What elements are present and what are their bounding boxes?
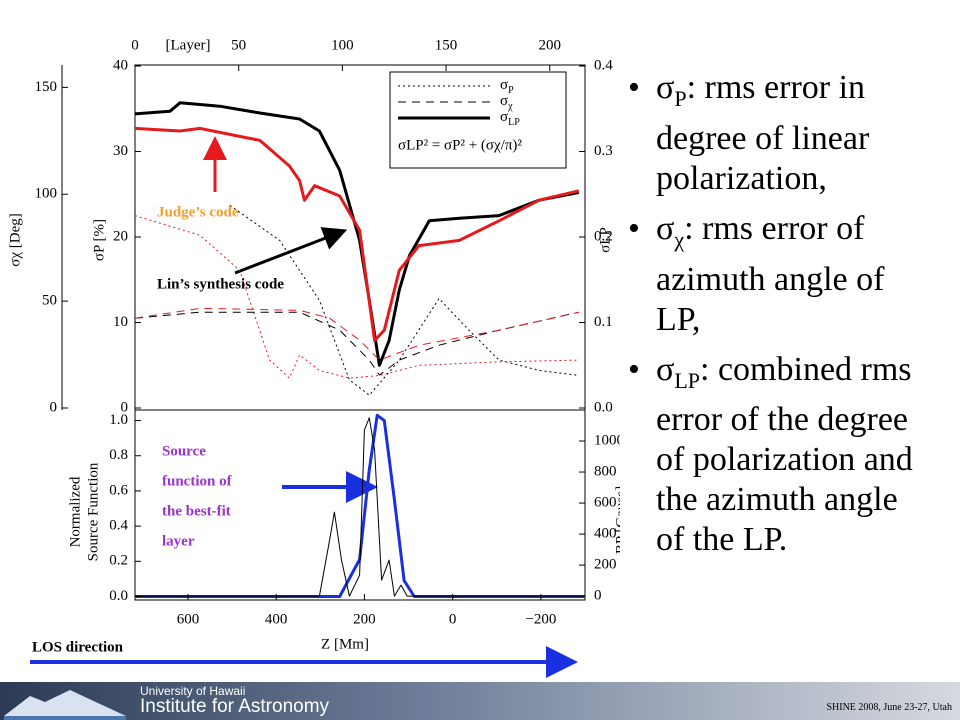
- y-tick-label: 0.0: [109, 588, 128, 604]
- annotation: layer: [162, 533, 195, 549]
- legend-subscript: P: [508, 85, 514, 96]
- legend-label: σLP: [500, 109, 520, 128]
- legend-label: σχ: [500, 93, 513, 112]
- y-tick-label: 0.6: [109, 482, 128, 498]
- y-tick-label: 0.2: [109, 553, 128, 569]
- y2-tick-label: 0.0: [594, 399, 613, 415]
- annotation: Lin’s synthesis code: [157, 276, 284, 292]
- bullet-text: : combined rms error of the degree of po…: [656, 350, 913, 559]
- x2-tick-label: 200: [538, 37, 561, 53]
- y2-tick-label: 800: [594, 463, 617, 479]
- legend-formula: σLP² = σP² + (σχ/π)²: [398, 137, 522, 153]
- bullet-subscript: P: [674, 85, 687, 111]
- data-line: [134, 311, 579, 376]
- direction-label: LOS direction: [32, 639, 124, 655]
- arrow: [234, 227, 348, 275]
- axis-title: [Layer]: [166, 37, 211, 53]
- x-tick-label: 0: [449, 611, 457, 627]
- annotation: the best-fit: [162, 503, 231, 519]
- y-tick-label: 10: [113, 314, 128, 330]
- bullet-symbol: σ: [656, 69, 675, 106]
- y2-tick-label: 200: [594, 557, 617, 573]
- axis-title: Z [Mm]: [321, 636, 369, 652]
- figure: 0 10 20 30 40 0.0 0.1 0.2 0.3 0.4 0 50 100 150 0 50 100 1…: [7, 37, 620, 678]
- bullet-subscript: LP: [674, 367, 701, 393]
- y-tick-label: 40: [113, 57, 128, 73]
- x-tick-label: 400: [265, 611, 288, 627]
- axis-title: Source Function: [85, 462, 101, 561]
- y-tick-label: 0.4: [109, 518, 128, 534]
- legend-label: σP: [500, 77, 514, 96]
- data-line: [134, 307, 579, 361]
- y2-tick-label: 0.4: [594, 57, 613, 73]
- bullet-subscript: χ: [674, 226, 685, 252]
- footer: University of Hawaii Institute for Astro…: [0, 682, 960, 720]
- event: SHINE 2008, June 23-27, Utah: [826, 702, 952, 713]
- y2-tick-label: 0.3: [594, 143, 613, 159]
- axis-title: σLP: [597, 227, 613, 253]
- y2-tick-label: 0: [594, 588, 602, 604]
- y3-tick-label: 100: [35, 186, 58, 202]
- data-line: [134, 215, 579, 379]
- legend-box: [389, 71, 567, 169]
- y2-tick-label: 600: [594, 494, 617, 510]
- y2-tick-label: 400: [594, 526, 617, 542]
- legend-symbol: σ: [500, 77, 508, 93]
- x-tick-label: −200: [525, 611, 556, 627]
- x2-tick-label: 50: [231, 37, 246, 53]
- data-line: [135, 417, 585, 597]
- annotation: Source: [162, 443, 206, 459]
- axis-title: BP [Gauss]: [613, 486, 620, 554]
- y2-tick-label: 1000: [594, 432, 620, 448]
- x-tick-label: 200: [353, 611, 376, 627]
- data-line: [229, 204, 579, 396]
- axis-title: Normalized: [67, 476, 83, 547]
- y2-tick-label: 0.1: [594, 314, 613, 330]
- bullet: σχ: rms error of azimuth angle of LP,: [628, 209, 928, 340]
- data-line: [134, 126, 580, 342]
- legend-symbol: σ: [500, 109, 508, 125]
- university: University of Hawaii: [140, 684, 246, 698]
- x-tick-label: 600: [177, 611, 200, 627]
- legend-subscript: LP: [508, 117, 520, 128]
- y3-tick-label: 150: [35, 79, 58, 95]
- plot-frame: [134, 64, 586, 601]
- x2-tick-label: 0: [131, 37, 139, 53]
- annotation: function of: [162, 473, 233, 489]
- bullet: σP: rms error in degree of linear polari…: [628, 68, 928, 199]
- institute: Institute for Astronomy: [140, 696, 330, 717]
- y-tick-label: 30: [113, 143, 128, 159]
- y2-tick-label: 0.2: [594, 228, 613, 244]
- axis-title: σP [%]: [91, 219, 107, 261]
- x2-tick-label: 150: [435, 37, 458, 53]
- data-line: [135, 413, 585, 598]
- bullet-text: : rms error in degree of linear polariza…: [656, 69, 870, 197]
- y-tick-label: 20: [113, 228, 128, 244]
- legend-symbol: σ: [500, 93, 508, 109]
- annotation: Judge’s code: [157, 204, 239, 220]
- legend-subscript: χ: [507, 101, 513, 112]
- bullet-symbol: σ: [656, 350, 675, 388]
- y-tick-label: 0.8: [109, 447, 128, 463]
- bullet-symbol: σ: [656, 209, 675, 247]
- bullet-list: σP: rms error in degree of linear polari…: [628, 68, 928, 570]
- x2-tick-label: 100: [331, 37, 354, 53]
- y-tick-label: 1.0: [109, 412, 128, 428]
- bullet: σLP: combined rms error of the degree of…: [628, 350, 928, 561]
- y-tick-label: 0: [121, 399, 129, 415]
- logo: [4, 690, 126, 720]
- bullet-text: : rms error of azimuth angle of LP,: [656, 209, 885, 338]
- y3-tick-label: 0: [50, 399, 58, 415]
- y3-tick-label: 50: [42, 293, 57, 309]
- axis-title: σχ [Deg]: [7, 213, 23, 266]
